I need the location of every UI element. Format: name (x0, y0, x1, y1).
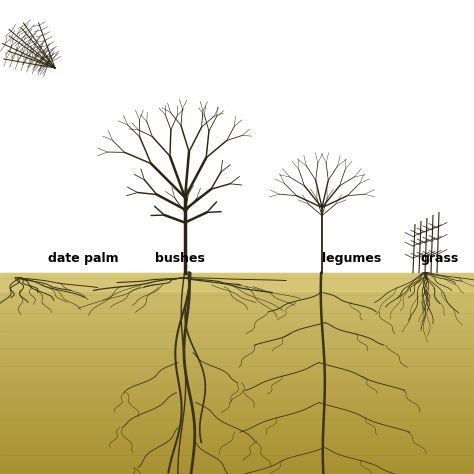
Bar (0, 310, 474, 314)
Bar (0, 278, 474, 281)
Bar (0, 313, 474, 316)
Bar (0, 295, 474, 299)
Bar (0, 439, 474, 442)
Bar (0, 363, 474, 367)
Bar (0, 338, 474, 342)
Bar (0, 411, 474, 415)
Bar (0, 413, 474, 417)
Text: date palm: date palm (48, 252, 118, 264)
Bar (0, 421, 474, 425)
Bar (0, 388, 474, 392)
Bar (0, 459, 474, 463)
Bar (0, 308, 474, 311)
Bar (0, 328, 474, 331)
Bar (0, 428, 474, 432)
Bar (0, 454, 474, 457)
Bar (0, 401, 474, 404)
Bar (0, 318, 474, 321)
Bar (0, 288, 474, 291)
Bar (0, 449, 474, 452)
Bar (0, 461, 474, 465)
Bar (0, 399, 474, 402)
Bar (0, 290, 474, 294)
Bar (0, 366, 474, 369)
Text: legumes: legumes (322, 252, 382, 264)
Bar (0, 451, 474, 455)
Bar (0, 283, 474, 286)
Bar (0, 275, 474, 279)
Bar (0, 469, 474, 473)
Bar (0, 419, 474, 422)
Bar (0, 303, 474, 306)
Bar (0, 374, 474, 377)
Bar (0, 305, 474, 309)
Bar (0, 343, 474, 346)
Bar (0, 376, 474, 379)
Bar (0, 441, 474, 445)
Bar (0, 424, 474, 427)
Bar (0, 409, 474, 412)
Bar (0, 416, 474, 419)
Bar (0, 368, 474, 372)
Bar (0, 464, 474, 467)
Text: grass: grass (421, 252, 459, 264)
Bar (0, 285, 474, 289)
Bar (0, 356, 474, 359)
Bar (0, 466, 474, 470)
Bar (0, 386, 474, 389)
Bar (0, 273, 474, 276)
Bar (0, 300, 474, 304)
Bar (0, 393, 474, 397)
Bar (0, 378, 474, 382)
Bar (0, 348, 474, 352)
Bar (0, 323, 474, 327)
Bar (0, 340, 474, 344)
Bar (0, 391, 474, 394)
Bar (0, 353, 474, 356)
Bar (0, 320, 474, 324)
Bar (0, 444, 474, 447)
Bar (0, 361, 474, 364)
Bar (0, 315, 474, 319)
Bar (0, 383, 474, 387)
Text: bushes: bushes (155, 252, 205, 264)
Bar (0, 292, 474, 296)
Bar (0, 346, 474, 349)
Bar (0, 456, 474, 460)
Bar (0, 330, 474, 334)
Bar (0, 396, 474, 400)
Bar (0, 436, 474, 440)
Bar (0, 403, 474, 407)
Bar (0, 298, 474, 301)
Bar (0, 326, 474, 329)
Bar (0, 426, 474, 429)
Bar (0, 472, 474, 474)
Bar (0, 333, 474, 337)
Bar (0, 336, 474, 339)
Bar (0, 447, 474, 450)
Bar (0, 273, 474, 291)
Bar (0, 381, 474, 384)
Bar (0, 358, 474, 362)
Bar (0, 406, 474, 410)
Bar (0, 0, 474, 273)
Bar (0, 280, 474, 283)
Bar (0, 431, 474, 435)
Bar (0, 371, 474, 374)
Bar (0, 351, 474, 354)
Bar (0, 434, 474, 437)
